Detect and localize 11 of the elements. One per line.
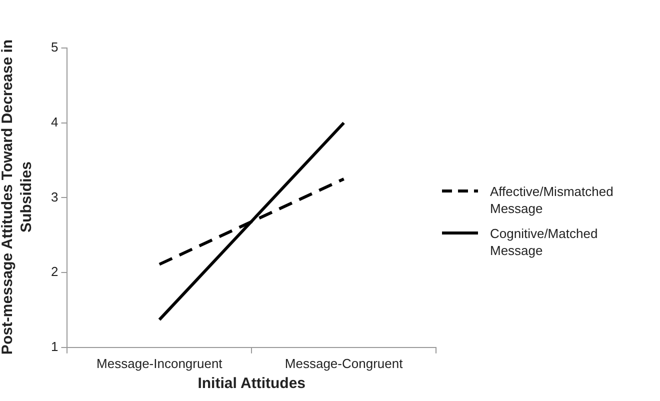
x-axis-title: Initial Attitudes (198, 375, 306, 392)
y-axis-title: Post-message Attitudes Toward Decrease in Subsidies (0, 38, 36, 357)
x-tick-label: Message-Incongruent (96, 356, 223, 371)
y-tick-label: 4 (50, 114, 58, 130)
y-tick-label: 5 (50, 40, 58, 55)
y-tick-label: 2 (50, 264, 58, 280)
y-tick-label: 1 (50, 338, 58, 354)
y-tick-label: 3 (50, 189, 58, 204)
legend-label: Affective/Mismatched Message (490, 183, 614, 217)
legend-label: Cognitive/Matched Message (490, 225, 599, 259)
x-tick-label: Message-Congruent (284, 356, 404, 371)
